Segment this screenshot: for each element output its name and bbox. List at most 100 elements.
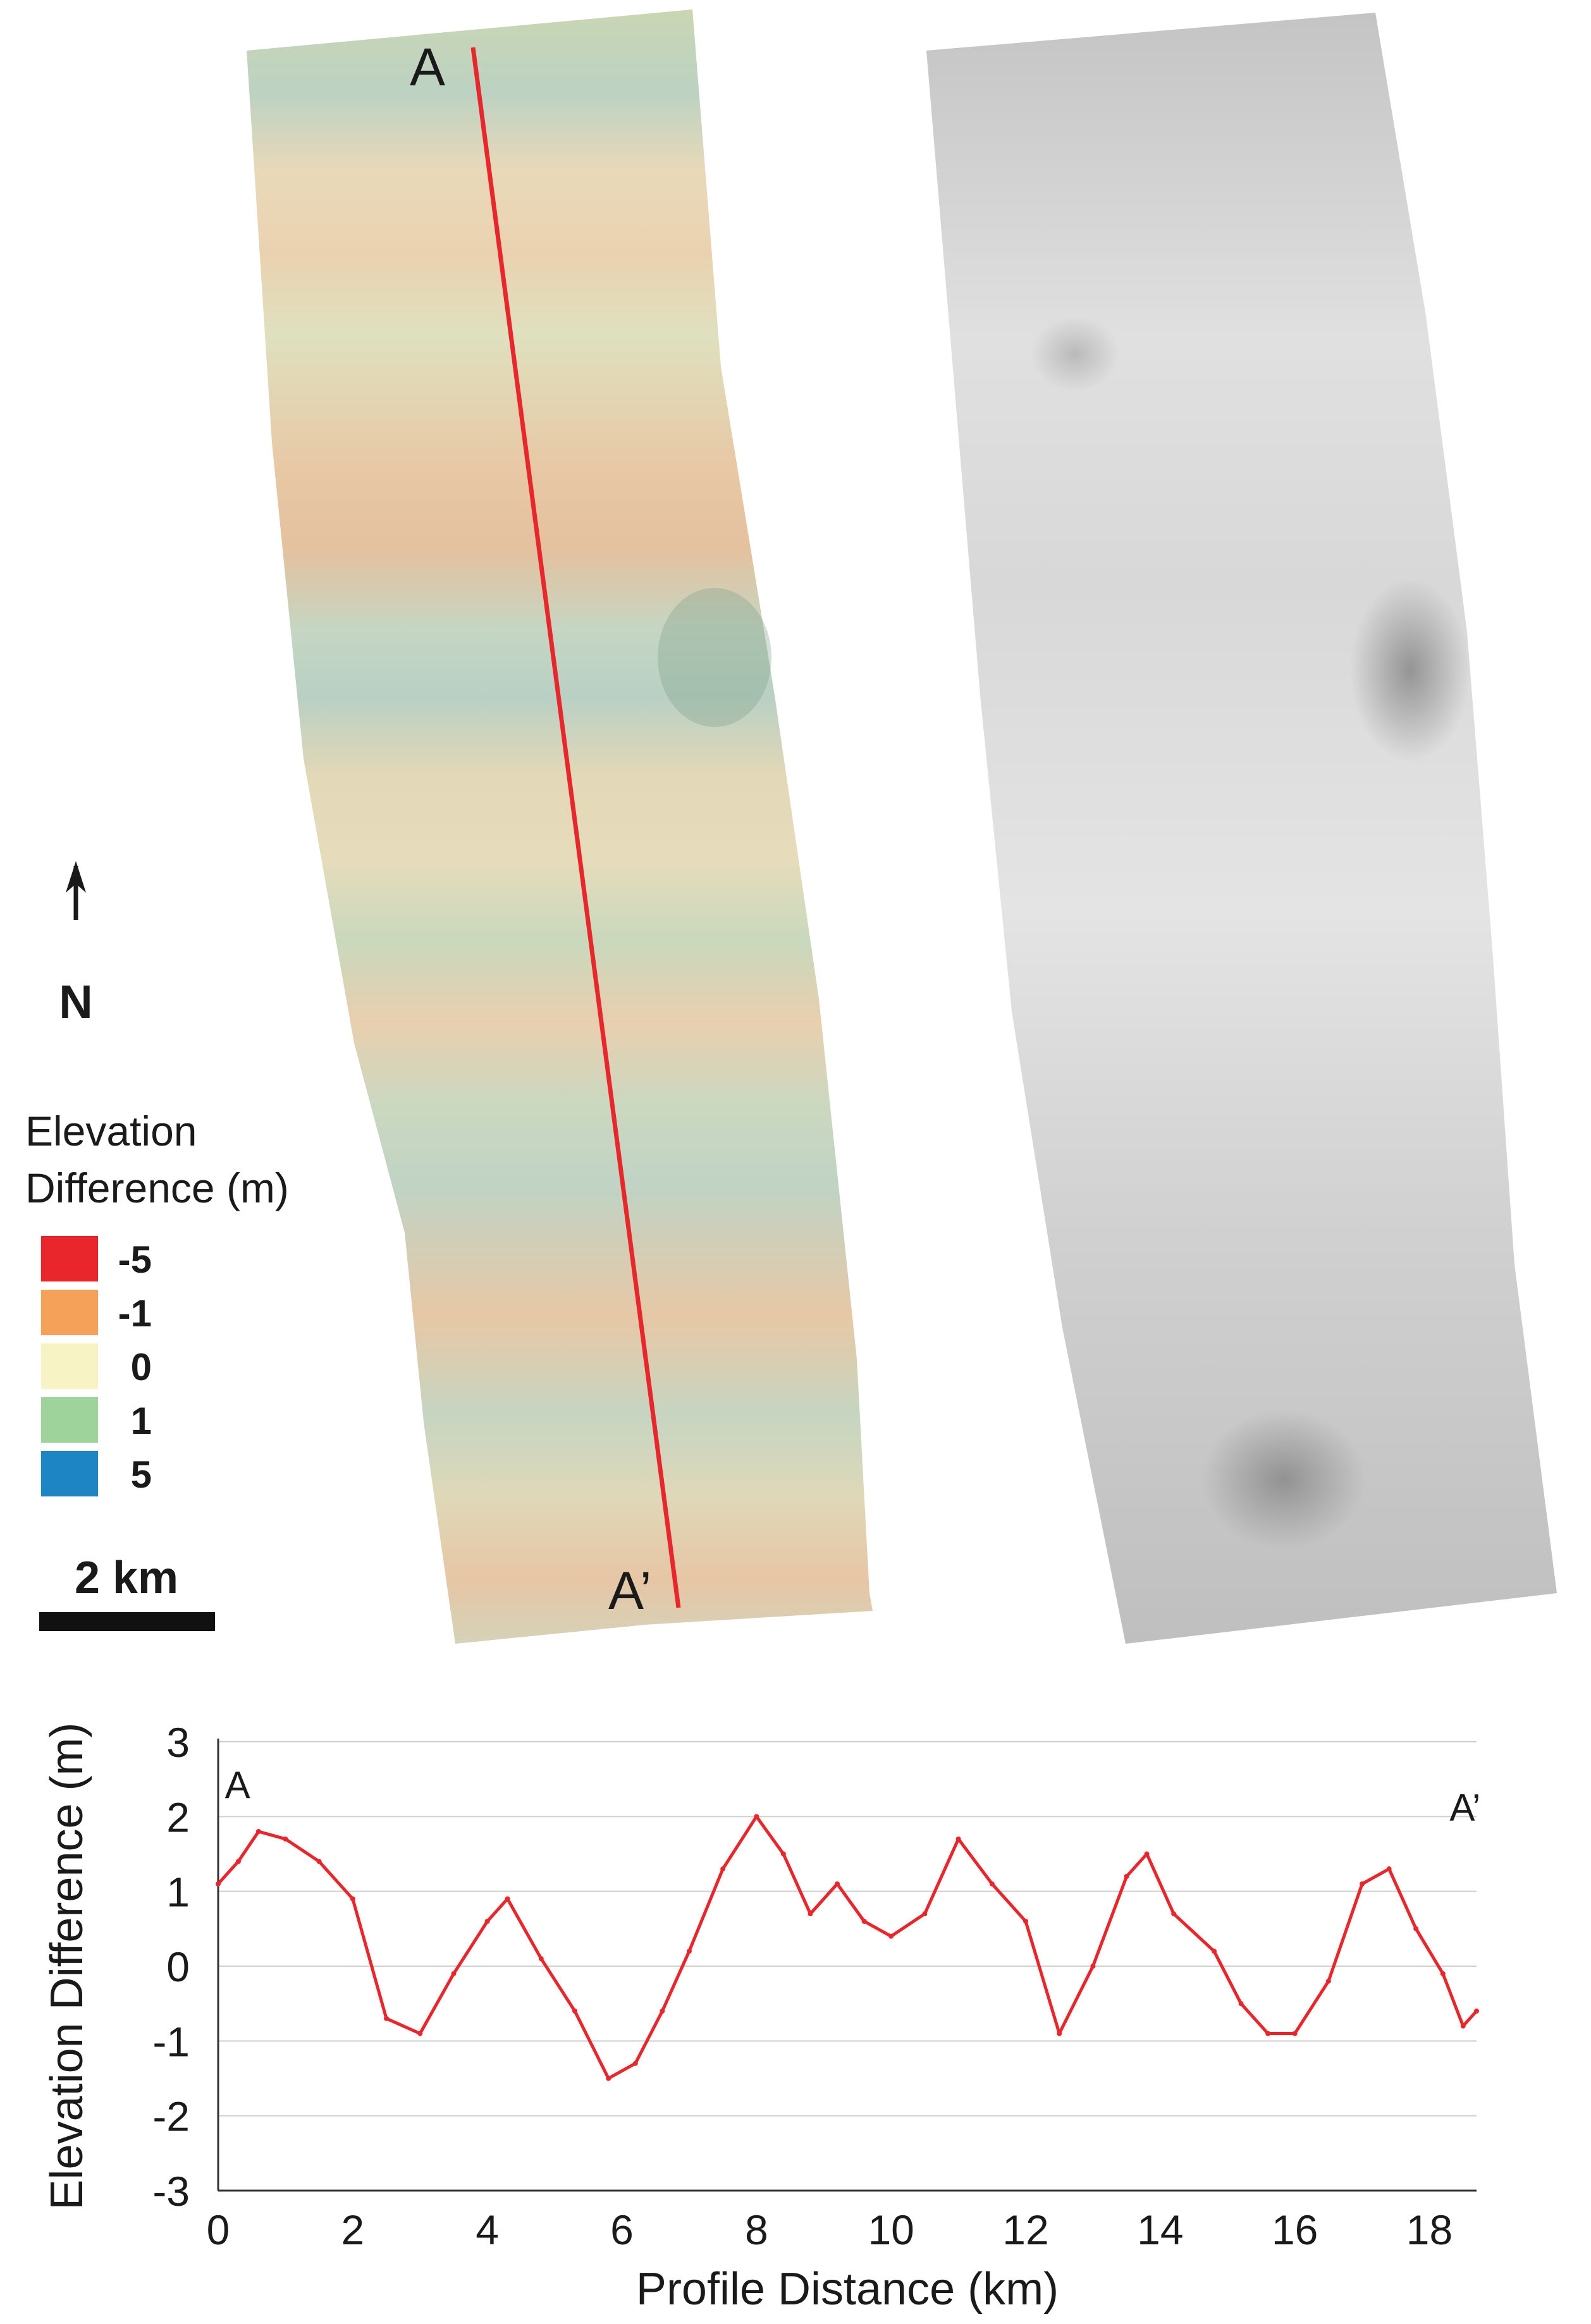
- data-point: [1124, 1874, 1129, 1879]
- x-tick-label: 16: [1272, 2206, 1318, 2253]
- data-point: [1211, 1948, 1217, 1954]
- scale-bar-rect: [39, 1612, 215, 1631]
- legend-title-line1: Elevation: [25, 1108, 197, 1154]
- legend-swatch-4: [41, 1397, 98, 1443]
- data-point: [572, 2009, 578, 2014]
- data-point: [505, 1896, 510, 1902]
- y-tick-label: 2: [166, 1794, 190, 1840]
- y-tick-label: 1: [166, 1869, 190, 1916]
- legend-label-2: -1: [118, 1292, 152, 1335]
- data-point: [754, 1814, 759, 1819]
- data-point: [1292, 2031, 1298, 2036]
- y-tick-label: -2: [152, 2093, 190, 2140]
- hillshade-map: [926, 13, 1557, 1644]
- legend-swatch-5: [41, 1451, 98, 1496]
- legend-swatch-1: [41, 1236, 98, 1281]
- data-point: [632, 2060, 638, 2066]
- x-tick-label: 12: [1002, 2206, 1048, 2253]
- data-point: [350, 1896, 355, 1902]
- data-point: [216, 1881, 221, 1887]
- data-point: [1023, 1919, 1029, 1924]
- data-point: [283, 1836, 288, 1842]
- x-tick-label: 10: [868, 2206, 914, 2253]
- legend-title-line2: Difference (m): [25, 1165, 289, 1211]
- data-point: [720, 1866, 726, 1872]
- data-point: [808, 1911, 813, 1917]
- legend-label-1: -5: [118, 1238, 152, 1281]
- data-point: [955, 1836, 961, 1842]
- x-tick-label: 2: [341, 2206, 364, 2253]
- x-tick-label: 18: [1406, 2206, 1453, 2253]
- data-point: [1460, 2023, 1466, 2029]
- legend-label-4: 1: [131, 1400, 152, 1442]
- chart-annotations: A A’: [225, 1764, 1481, 1829]
- data-point: [235, 1859, 241, 1864]
- data-point: [606, 2076, 611, 2081]
- x-tick-label: 6: [610, 2206, 634, 2253]
- data-point: [255, 1829, 261, 1834]
- data-point: [861, 1919, 867, 1924]
- data-point: [417, 2031, 423, 2036]
- legend: Elevation Difference (m) -5 -1 0 1 5: [25, 1108, 289, 1496]
- data-point: [316, 1859, 322, 1864]
- hillshade-strip: [926, 13, 1557, 1644]
- legend-label-3: 0: [131, 1346, 152, 1388]
- series-points: [216, 1814, 1479, 2081]
- data-point: [1386, 1866, 1392, 1872]
- label-a-prime: A’: [608, 1561, 651, 1620]
- y-tick-label: -1: [152, 2018, 190, 2065]
- x-tick-labels: 0 2 4 6 8 10 12 14 16 18: [207, 2206, 1453, 2253]
- data-point: [1474, 2009, 1479, 2014]
- elevation-difference-map: A A’: [247, 9, 873, 1644]
- y-tick-label: 0: [166, 1943, 190, 1990]
- axes: [217, 1739, 1477, 2192]
- data-point: [1265, 2031, 1271, 2036]
- data-point: [922, 1911, 928, 1917]
- chart-annotation: A’: [1449, 1786, 1480, 1828]
- data-point: [780, 1851, 786, 1857]
- data-point: [1144, 1851, 1150, 1857]
- scale-bar-label: 2 km: [75, 1553, 178, 1603]
- y-tick-labels: 3 2 1 0 -1 -2 -3: [152, 1719, 190, 2215]
- data-point: [989, 1881, 995, 1887]
- data-point: [686, 1948, 692, 1954]
- legend-swatch-2: [41, 1290, 98, 1335]
- x-tick-label: 0: [207, 2206, 230, 2253]
- data-point: [888, 1933, 894, 1939]
- data-point: [384, 2015, 390, 2021]
- data-point: [484, 1919, 490, 1924]
- data-point: [1440, 1971, 1446, 1976]
- chart-annotation: A: [225, 1764, 250, 1806]
- x-axis-label: Profile Distance (km): [636, 2264, 1059, 2315]
- data-point: [1171, 1911, 1177, 1917]
- legend-label-5: 5: [131, 1453, 152, 1496]
- data-point: [1413, 1926, 1419, 1931]
- x-tick-label: 14: [1137, 2206, 1183, 2253]
- north-arrow-icon: [66, 861, 86, 893]
- north-arrow-label: N: [59, 975, 92, 1028]
- profile-line: [470, 47, 681, 1608]
- data-point: [538, 1956, 544, 1962]
- x-tick-label: 4: [476, 2206, 499, 2253]
- data-point: [451, 1971, 457, 1976]
- y-tick-label: 3: [166, 1719, 190, 1766]
- y-axis-label: Elevation Difference (m): [42, 1723, 92, 2210]
- data-point: [1090, 1964, 1096, 1969]
- north-arrow: N: [59, 861, 93, 1028]
- data-point: [1360, 1881, 1365, 1887]
- scale-bar: 2 km: [39, 1553, 215, 1631]
- legend-swatch-3: [41, 1343, 98, 1389]
- data-point: [660, 2009, 665, 2014]
- series-line-elevation-difference: [217, 1814, 1478, 2080]
- label-a: A: [410, 37, 445, 97]
- data-point: [1057, 2031, 1062, 2036]
- grid-lines: [218, 1741, 1477, 2117]
- y-tick-label: -3: [152, 2168, 190, 2215]
- x-tick-label: 8: [745, 2206, 768, 2253]
- data-point: [1325, 1978, 1331, 1984]
- data-point: [835, 1881, 840, 1887]
- map-strip: [247, 9, 873, 1644]
- data-point: [1238, 2001, 1244, 2007]
